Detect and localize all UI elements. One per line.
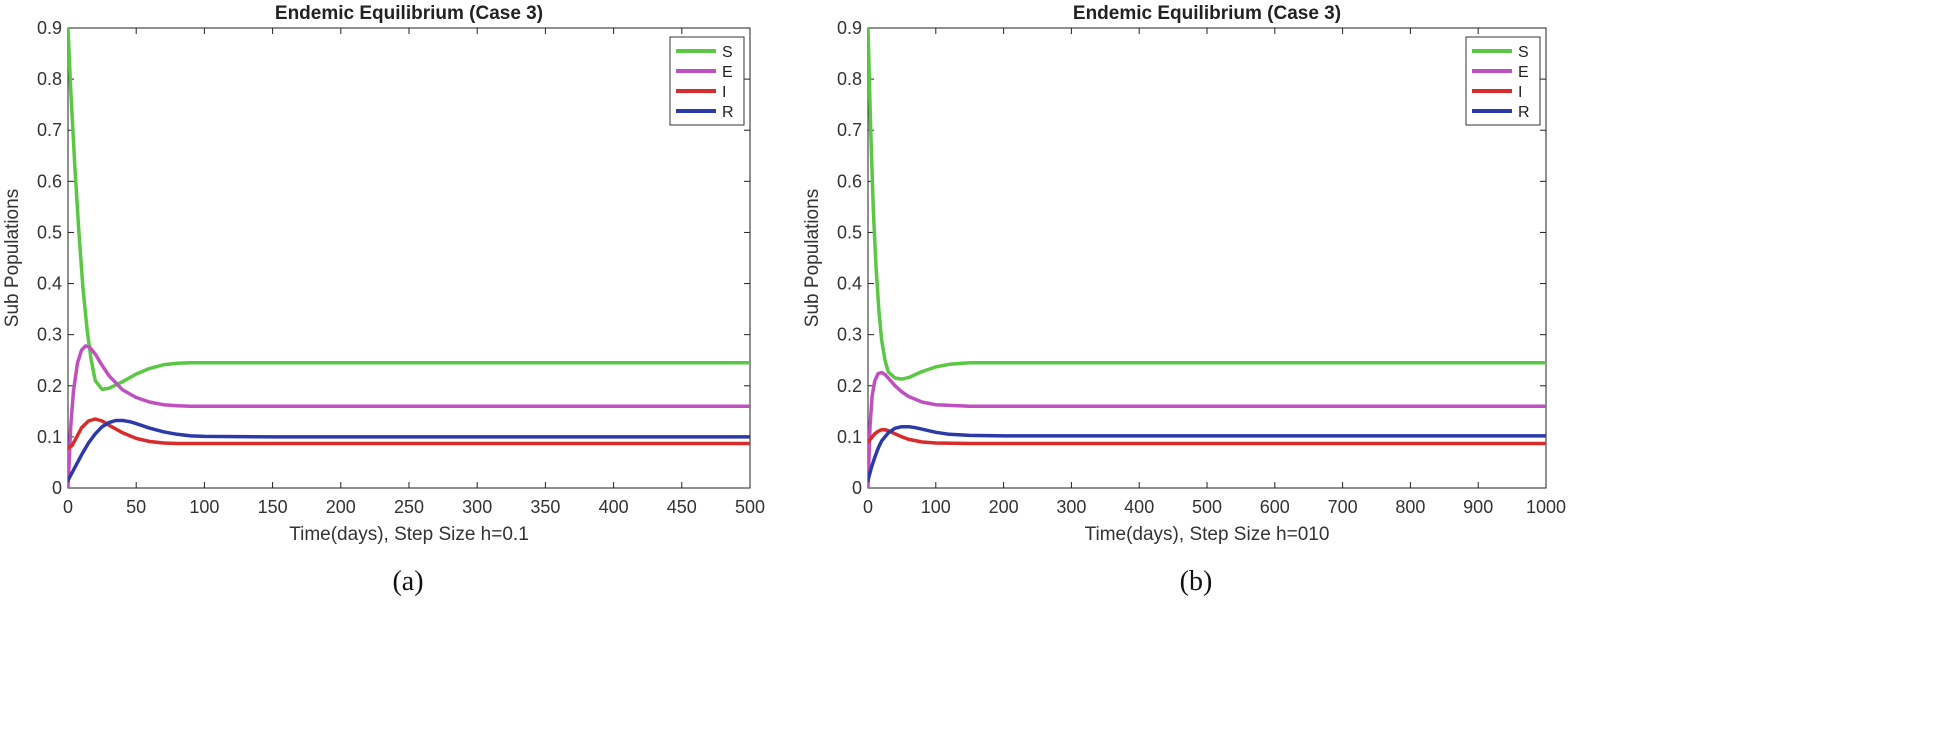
y-tick-label: 0.8 — [837, 69, 862, 89]
y-tick-label: 0.5 — [37, 222, 62, 242]
chart-title: Endemic Equilibrium (Case 3) — [275, 3, 543, 24]
x-tick-label: 350 — [530, 497, 560, 517]
x-tick-label: 700 — [1328, 497, 1358, 517]
legend-label-R: R — [722, 104, 734, 121]
series-line-I — [68, 417, 750, 450]
figure-caption: (a) — [392, 566, 423, 597]
y-tick-label: 0.6 — [837, 171, 862, 191]
y-tick-label: 0 — [852, 478, 862, 498]
x-tick-label: 0 — [63, 497, 73, 517]
y-tick-label: 0.3 — [837, 325, 862, 345]
legend-label-R: R — [1518, 104, 1530, 121]
y-tick-label: 0.2 — [837, 376, 862, 396]
x-axis-label: Time(days), Step Size h=0.1 — [289, 524, 529, 545]
y-tick-label: 0.1 — [837, 427, 862, 447]
x-tick-label: 400 — [599, 497, 629, 517]
y-tick-label: 0.4 — [37, 274, 62, 294]
plot-area — [67, 27, 751, 489]
chart-title: Endemic Equilibrium (Case 3) — [1073, 3, 1341, 24]
legend-label-E: E — [722, 64, 733, 81]
chart-panel-2: 0 100 200 300 400 500 600 700 800 900 1000 0 0.1 0.2 0… — [802, 3, 1566, 597]
x-tick-label: 500 — [1192, 497, 1222, 517]
legend-label-S: S — [1518, 44, 1529, 61]
x-tick-label: 100 — [921, 497, 951, 517]
x-tick-label: 200 — [989, 497, 1019, 517]
y-tick-label: 0.7 — [837, 120, 862, 140]
y-tick-label: 0.3 — [37, 325, 62, 345]
y-tick-label: 0.7 — [37, 120, 62, 140]
x-tick-label: 300 — [462, 497, 492, 517]
y-tick-label: 0.9 — [37, 18, 62, 38]
series-line-E — [868, 370, 1546, 488]
plot-area — [867, 27, 1547, 489]
x-tick-label: 500 — [735, 497, 765, 517]
y-tick-label: 0.2 — [37, 376, 62, 396]
x-tick-label: 250 — [394, 497, 424, 517]
y-axis-label: Sub Populations — [2, 189, 23, 327]
y-tick-label: 0.4 — [837, 274, 862, 294]
x-tick-label: 200 — [326, 497, 356, 517]
legend-label-I: I — [1518, 84, 1522, 101]
y-axis-label: Sub Populations — [802, 189, 823, 327]
figure-caption: (b) — [1180, 566, 1213, 597]
x-tick-label: 900 — [1463, 497, 1493, 517]
series-line-S — [868, 28, 1546, 381]
x-tick-label: 600 — [1260, 497, 1290, 517]
legend-label-E: E — [1518, 64, 1529, 81]
y-tick-label: 0.9 — [837, 18, 862, 38]
series-line-E — [68, 344, 750, 488]
series-line-S — [68, 28, 750, 392]
x-axis-label: Time(days), Step Size h=010 — [1085, 524, 1330, 545]
y-tick-label: 0 — [52, 478, 62, 498]
x-tick-label: 800 — [1395, 497, 1425, 517]
y-tick-label: 0.8 — [37, 69, 62, 89]
legend-label-S: S — [722, 44, 733, 61]
legend-label-I: I — [722, 84, 726, 101]
x-tick-label: 450 — [667, 497, 697, 517]
y-tick-label: 0.6 — [37, 171, 62, 191]
chart-panel-1: 0 50 100 150 200 250 300 350 400 450 500 0 0.1 0.2 0.3… — [2, 3, 765, 597]
x-tick-label: 1000 — [1526, 497, 1566, 517]
x-tick-label: 150 — [258, 497, 288, 517]
series-line-I — [868, 427, 1546, 446]
x-tick-label: 400 — [1124, 497, 1154, 517]
x-tick-label: 300 — [1056, 497, 1086, 517]
y-tick-label: 0.1 — [37, 427, 62, 447]
x-tick-label: 0 — [863, 497, 873, 517]
x-tick-label: 100 — [189, 497, 219, 517]
x-tick-label: 50 — [126, 497, 146, 517]
series-line-R — [68, 418, 750, 483]
y-tick-label: 0.5 — [837, 222, 862, 242]
series-line-R — [868, 424, 1546, 483]
